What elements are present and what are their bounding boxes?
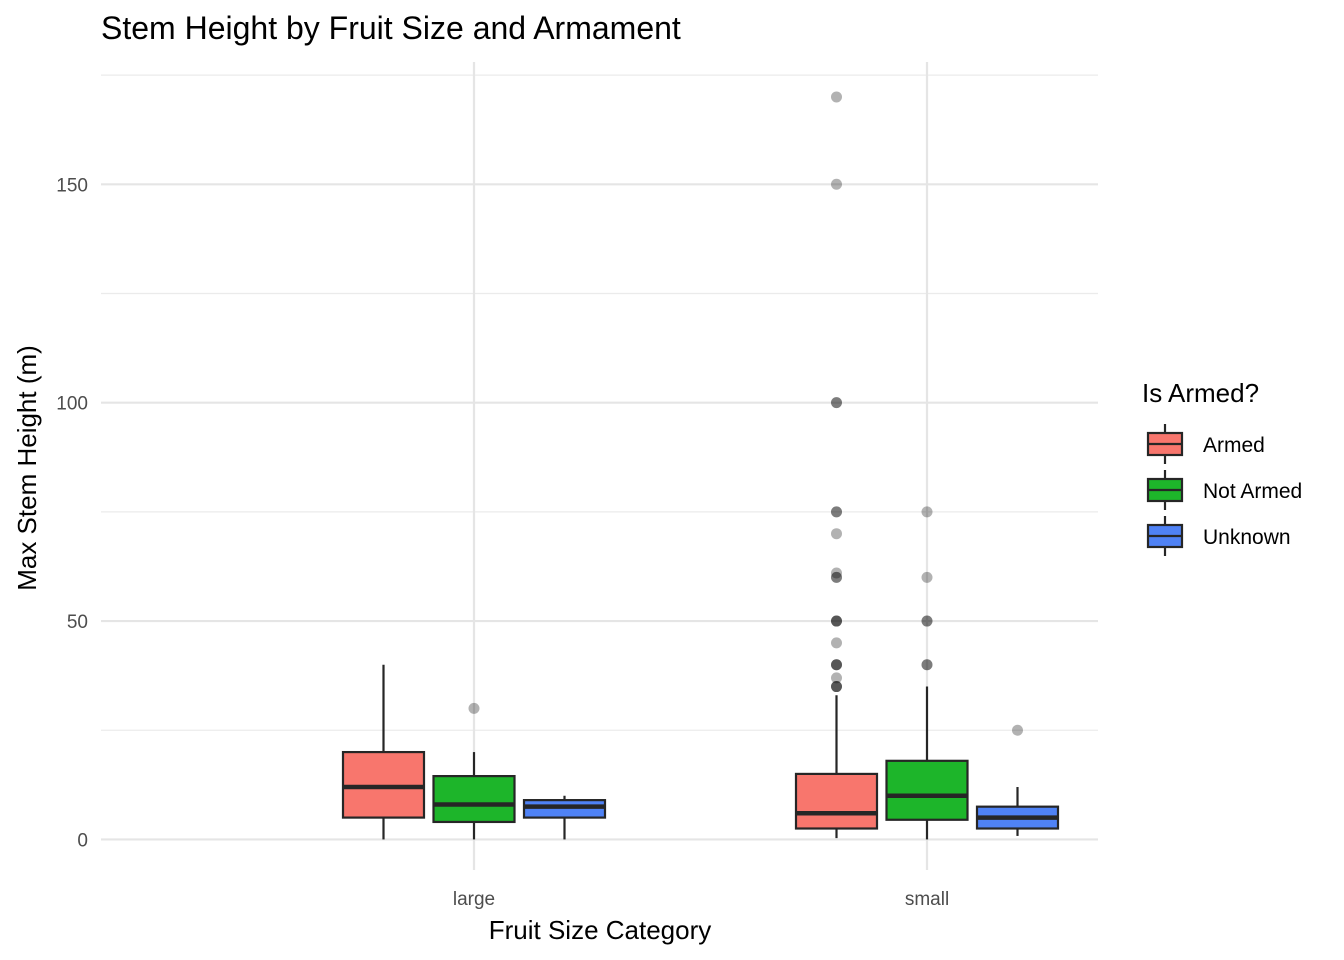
box-not-armed-large [432, 752, 516, 840]
outlier-points [468, 91, 1023, 736]
outlier-point [831, 659, 842, 671]
outlier-point [831, 178, 842, 190]
outlier-point [831, 567, 842, 579]
outlier-point [831, 506, 842, 518]
outlier-point [1012, 724, 1023, 736]
outlier-point [831, 397, 842, 409]
y-axis-ticks: 0 50 100 150 [56, 175, 88, 851]
outlier-point [831, 659, 842, 671]
legend-item-unknown: Unknown [1146, 516, 1291, 556]
box-iqr [885, 759, 969, 821]
x-axis-ticks: large small [453, 889, 949, 910]
box-not-armed-small [885, 686, 969, 840]
outlier-point [921, 615, 933, 627]
x-tick-label: large [453, 889, 495, 910]
legend-title: Is Armed? [1142, 378, 1259, 408]
legend: Is Armed? Armed Not Armed Unknown [1142, 378, 1302, 556]
outlier-point [831, 397, 842, 409]
outlier-point [921, 506, 933, 518]
box-unknown-large [522, 795, 607, 840]
outlier-point [831, 681, 842, 693]
outlier-point [831, 506, 842, 518]
box-armed-large [341, 664, 426, 840]
y-axis-title: Max Stem Height (m) [12, 345, 42, 591]
outlier-point [831, 615, 842, 627]
outlier-point [921, 659, 933, 671]
grid-lines [101, 62, 1098, 870]
outlier-point [921, 571, 933, 583]
x-axis-title: Fruit Size Category [489, 915, 712, 945]
outlier-point [831, 528, 842, 540]
boxes [341, 664, 1060, 840]
legend-label: Unknown [1203, 526, 1291, 549]
legend-label: Armed [1203, 434, 1265, 457]
legend-item-armed: Armed [1146, 424, 1265, 464]
box-iqr [794, 772, 879, 830]
outlier-point [468, 702, 480, 714]
outlier-point [921, 615, 933, 627]
outlier-point [831, 615, 842, 627]
chart-title: Stem Height by Fruit Size and Armament [101, 10, 681, 46]
outlier-point [831, 637, 842, 649]
outlier-point [921, 659, 933, 671]
box-unknown-small [975, 787, 1060, 836]
box-iqr [432, 774, 516, 824]
outlier-point [831, 571, 842, 583]
outlier-point [831, 681, 842, 693]
outlier-point [831, 615, 842, 627]
y-tick-label: 50 [67, 612, 88, 633]
outlier-point [831, 681, 842, 693]
legend-label: Not Armed [1203, 480, 1302, 503]
y-tick-label: 100 [56, 394, 88, 415]
outlier-point [831, 571, 842, 583]
y-tick-label: 150 [56, 175, 88, 196]
outlier-point [831, 659, 842, 671]
outlier-point [831, 91, 842, 103]
legend-item-not-armed: Not Armed [1146, 470, 1302, 510]
x-tick-label: small [905, 889, 949, 910]
outlier-point [831, 672, 842, 684]
box-armed-small [794, 695, 879, 839]
y-tick-label: 0 [77, 830, 88, 851]
